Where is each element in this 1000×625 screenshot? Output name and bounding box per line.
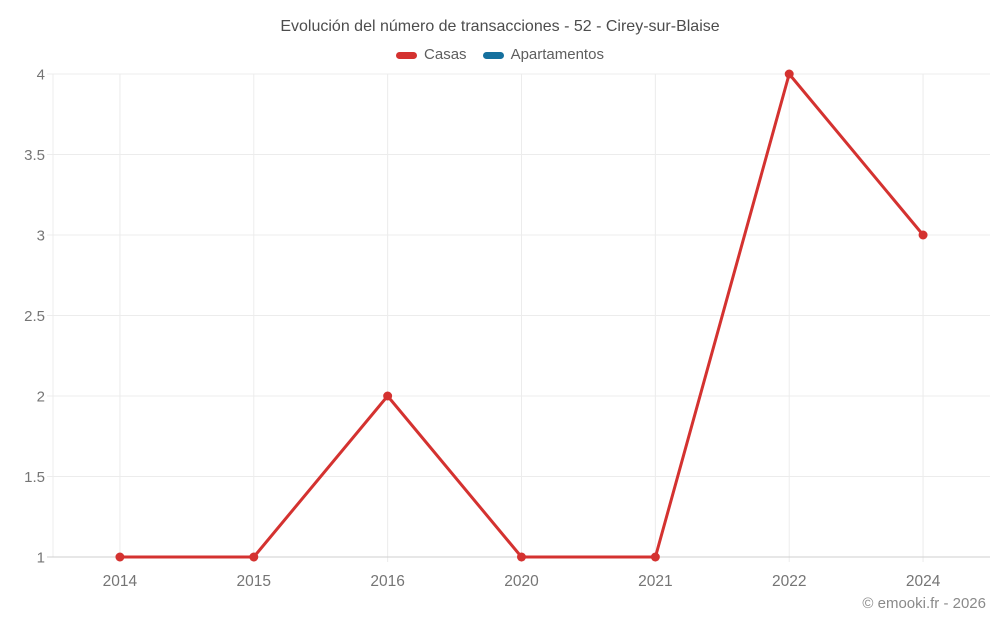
chart-title: Evolución del número de transacciones - … (280, 18, 720, 35)
y-tick-label: 4 (37, 67, 45, 84)
data-point-casas-2020[interactable] (517, 552, 526, 562)
data-point-casas-2015[interactable] (249, 552, 259, 562)
y-tick-label: 1.5 (24, 469, 45, 486)
y-tick-label: 2 (37, 389, 45, 406)
y-tick-label: 3 (37, 228, 45, 245)
data-point-casas-2024[interactable] (918, 230, 928, 240)
data-point-casas-2021[interactable] (650, 552, 660, 562)
x-tick-label: 2022 (772, 573, 806, 590)
legend-label-casas: Casas (424, 46, 467, 63)
legend-swatch-casas-icon (396, 51, 418, 59)
y-tick-label: 1 (37, 550, 45, 567)
data-point-casas-2016[interactable] (383, 391, 393, 401)
y-tick-label: 3.5 (24, 147, 45, 164)
data-point-casas-2022[interactable] (784, 69, 794, 79)
y-tick-label: 2.5 (24, 308, 45, 325)
x-tick-label: 2015 (237, 573, 271, 590)
x-tick-label: 2014 (103, 573, 138, 590)
legend-item-apartamentos[interactable]: Apartamentos (482, 46, 604, 64)
x-tick-label: 2016 (370, 573, 404, 590)
legend-swatch-apartamentos-icon (482, 51, 504, 59)
x-tick-label: 2020 (504, 573, 539, 590)
legend-item-casas[interactable]: Casas (396, 46, 467, 64)
copyright-text: © emooki.fr - 2026 (862, 595, 986, 612)
legend: Casas Apartamentos (0, 46, 1000, 64)
x-tick-label: 2021 (638, 573, 672, 590)
data-point-casas-2014[interactable] (115, 552, 125, 562)
legend-label-apartamentos: Apartamentos (510, 46, 604, 63)
x-tick-label: 2024 (906, 573, 941, 590)
